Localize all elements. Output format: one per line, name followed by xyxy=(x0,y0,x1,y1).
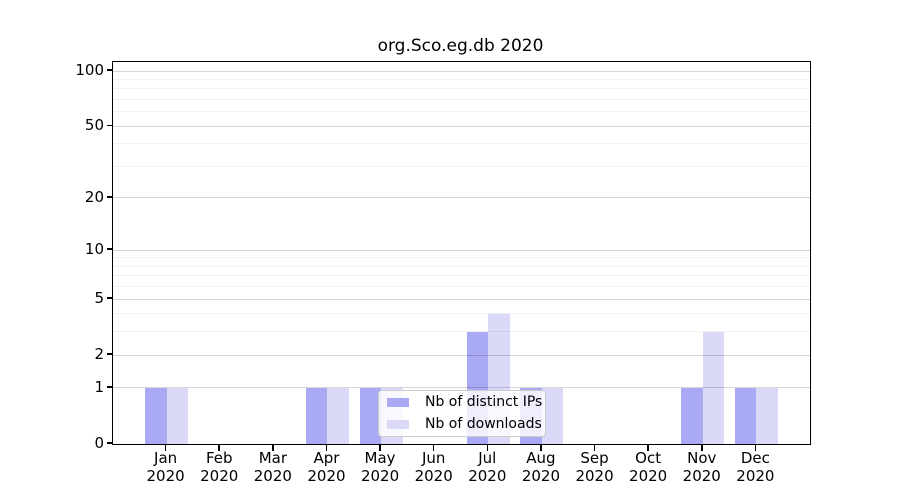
x-tick-label: Jun 2020 xyxy=(414,449,453,485)
legend-entry-distinct-ips: Nb of distinct IPs xyxy=(387,394,542,411)
y-tick-mark xyxy=(107,124,113,127)
legend-entry-downloads: Nb of downloads xyxy=(387,416,542,433)
x-tick-label: Sep 2020 xyxy=(575,449,614,485)
y-tick-mark xyxy=(107,442,113,444)
gridline-minor xyxy=(113,331,810,333)
gridline-minor xyxy=(113,88,810,90)
x-tick-label: Apr 2020 xyxy=(307,449,346,485)
y-tick-mark xyxy=(107,69,113,71)
x-tick-label: Mar 2020 xyxy=(253,449,292,485)
bar-distinct-ips-jan xyxy=(145,387,167,444)
gridline-major xyxy=(113,197,810,199)
x-tick-mark xyxy=(647,444,649,451)
y-tick-label: 20 xyxy=(84,187,104,206)
x-tick-mark xyxy=(218,444,220,451)
gridline-minor xyxy=(113,265,810,267)
gridline-minor xyxy=(113,78,810,80)
chart-title: org.Sco.eg.db 2020 xyxy=(377,36,544,56)
y-tick-mark xyxy=(107,196,113,198)
y-tick-mark xyxy=(107,386,113,388)
y-tick-label: 50 xyxy=(84,116,104,135)
bar-downloads-apr xyxy=(327,387,349,444)
y-tick-label: 0 xyxy=(94,434,104,452)
x-tick-mark xyxy=(325,444,328,451)
gridline-minor xyxy=(113,275,810,277)
bar-downloads-nov xyxy=(702,331,725,444)
x-tick-label: Aug 2020 xyxy=(521,449,561,485)
y-tick-mark xyxy=(107,248,113,250)
x-tick-mark xyxy=(272,444,274,451)
x-tick-mark xyxy=(379,444,381,451)
y-tick-mark xyxy=(107,353,113,355)
gridline-minor xyxy=(113,143,810,145)
x-tick-mark xyxy=(486,444,489,451)
x-tick-label: Dec 2020 xyxy=(736,449,775,485)
gridline-minor xyxy=(113,313,810,315)
gridline-major xyxy=(113,70,810,72)
x-tick-mark xyxy=(164,444,167,451)
bar-distinct-ips-dec xyxy=(734,387,757,444)
gridline-minor xyxy=(113,99,810,101)
gridline-major xyxy=(113,298,810,300)
legend-label-downloads: Nb of downloads xyxy=(425,416,542,432)
bar-downloads-jan xyxy=(166,387,189,444)
gridline-major xyxy=(113,354,810,356)
x-tick-label: Nov 2020 xyxy=(682,449,721,485)
legend: Nb of distinct IPs Nb of downloads xyxy=(378,390,546,437)
x-tick-mark xyxy=(754,444,757,451)
bar-distinct-ips-nov xyxy=(681,387,703,444)
bar-distinct-ips-may xyxy=(359,387,382,444)
gridline-major xyxy=(113,249,810,251)
gridline-major xyxy=(113,125,810,127)
y-tick-mark xyxy=(107,297,113,299)
x-tick-label: Jan 2020 xyxy=(146,449,185,485)
x-tick-mark xyxy=(432,444,435,451)
y-tick-label: 5 xyxy=(94,289,104,308)
legend-label-distinct-ips: Nb of distinct IPs xyxy=(425,394,543,410)
x-tick-label: Jul 2020 xyxy=(468,449,507,485)
gridline-minor xyxy=(113,286,810,288)
legend-swatch-distinct-ips xyxy=(387,398,409,407)
x-tick-label: Feb 2020 xyxy=(200,449,239,485)
gridline-minor xyxy=(113,257,810,259)
legend-swatch-downloads xyxy=(387,420,409,429)
y-tick-label: 10 xyxy=(84,240,104,259)
gridline-minor xyxy=(113,166,810,167)
bar-distinct-ips-apr xyxy=(305,387,328,444)
plot-area: Nb of distinct IPs Nb of downloads xyxy=(112,61,811,445)
x-tick-label: Oct 2020 xyxy=(629,449,668,485)
gridline-minor xyxy=(113,111,810,113)
x-tick-mark xyxy=(540,444,542,451)
bar-downloads-dec xyxy=(756,387,778,444)
y-tick-label: 2 xyxy=(94,345,104,364)
y-tick-label: 100 xyxy=(75,61,104,80)
bar-downloads-aug xyxy=(541,387,564,444)
y-tick-label: 1 xyxy=(94,377,104,396)
gridline-major xyxy=(113,387,810,389)
x-tick-mark xyxy=(593,444,596,451)
x-tick-label: May 2020 xyxy=(360,449,400,485)
x-tick-mark xyxy=(701,444,703,451)
